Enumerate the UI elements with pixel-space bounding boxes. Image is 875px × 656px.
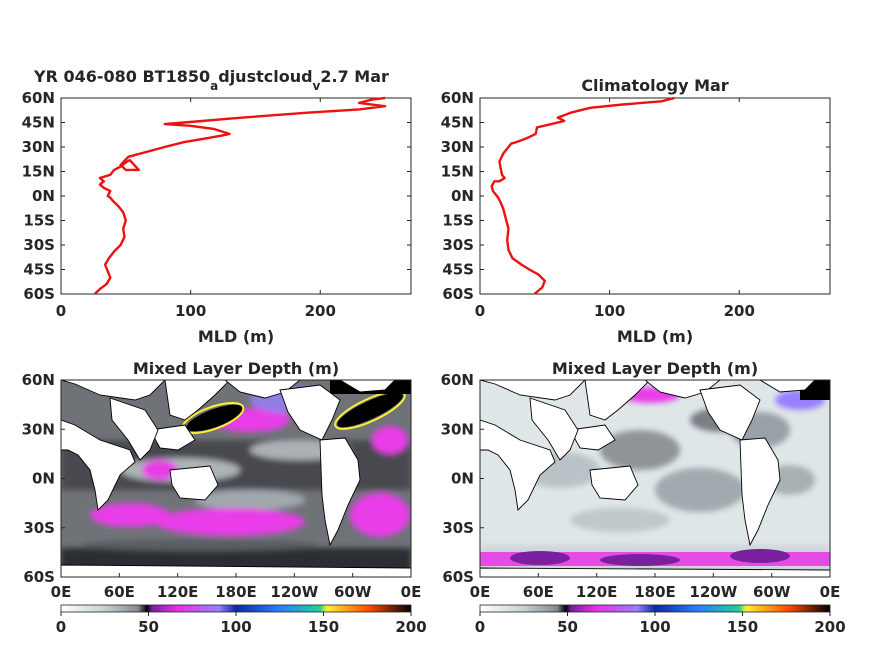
panel-3-y-tick-label: 60S (23, 568, 55, 586)
panel-2-x-tick-label: 200 (724, 302, 755, 320)
panel-1-title: YR 046-080 BT1850adjustcloudv2.7 Mar (33, 67, 389, 93)
panel-4-colorbar-ticks: 0 50 100 150 200 (475, 612, 846, 636)
panel-3-map: Mixed Layer Depth (m) (22, 359, 427, 636)
panel-4-title: Mixed Layer Depth (m) (552, 359, 758, 378)
panel-3-x-tick-label: 180E (215, 583, 257, 601)
panel-2-y-tick-label: 45N (441, 114, 474, 132)
panel-1-plot-area (60, 97, 412, 295)
panel-3-y-tick-label: 0N (32, 470, 55, 488)
panel-4-colorbar (479, 604, 831, 613)
panel-3-x-tick-label: 0E (51, 583, 72, 601)
panel-4-colorbar-tick-label: 150 (727, 618, 758, 636)
panel-4-y-tick-label: 0N (451, 470, 474, 488)
panel-2-y-tick-label: 15N (441, 163, 474, 181)
panel-1-y-tick-label: 60S (23, 285, 55, 303)
panel-2-line-chart: Climatology Mar 60N45N30N15N0N15S30S45S6… (441, 76, 831, 346)
panel-3-y-ticks: 60N 30N 0N 30S 60S (22, 371, 65, 586)
panel-3-y-tick-label: 30N (22, 420, 55, 438)
panel-3-x-ticks: 0E 60E 120E 180E 120W 60W 0E (51, 573, 422, 601)
panel-2-x-label: MLD (m) (617, 327, 693, 346)
panel-4-y-tick-label: 60N (441, 371, 474, 389)
panel-3-title: Mixed Layer Depth (m) (133, 359, 339, 378)
panel-3-y-tick-label: 30S (23, 519, 55, 537)
panel-1-y-tick-label: 45N (22, 114, 55, 132)
panel-4-land (480, 380, 830, 577)
panel-2-y-tick-label: 60N (441, 89, 474, 107)
panel-2-y-ticks: 60N 45N 30N 15N 0N 15S 30S 45S 60S (441, 89, 830, 303)
panel-4-x-tick-label: 120E (576, 583, 618, 601)
panel-4-x-ticks: 0E 60E 120E 180E 120W 60W 0E (470, 573, 841, 601)
panel-3-x-tick-label: 60E (104, 583, 135, 601)
panel-4-y-tick-label: 60S (442, 568, 474, 586)
panel-1-x-ticks: 0 100 200 (56, 98, 336, 320)
panel-4-colorbar-tick-label: 0 (475, 618, 485, 636)
panel-2-y-tick-label: 30N (441, 138, 474, 156)
panel-2-x-tick-label: 0 (475, 302, 485, 320)
panel-4-x-tick-label: 0E (470, 583, 491, 601)
panel-4-southern-band (480, 549, 830, 566)
panel-1-y-tick-label: 0N (32, 187, 55, 205)
panel-3-colorbar-tick-label: 200 (395, 618, 426, 636)
panel-3-colorbar-ticks: 0 50 100 150 200 (56, 612, 427, 636)
panel-1-mld-curve (93, 96, 387, 295)
panel-4-x-tick-label: 60E (523, 583, 554, 601)
panel-3-y-tick-label: 60N (22, 371, 55, 389)
panel-1-x-label: MLD (m) (198, 327, 274, 346)
panel-2-mld-curve (490, 96, 675, 295)
panel-4-colorbar-tick-label: 50 (557, 618, 578, 636)
panel-4-x-tick-label: 0E (820, 583, 841, 601)
panel-3-colorbar-tick-label: 0 (56, 618, 66, 636)
panel-3-x-tick-label: 0E (401, 583, 422, 601)
panel-2-x-ticks: 0 100 200 (475, 98, 755, 320)
panel-3-colorbar (60, 604, 412, 613)
panel-4-map: Mixed Layer Depth (m) (441, 359, 846, 636)
panel-2-y-tick-label: 60S (442, 285, 474, 303)
panel-3-x-tick-label: 120E (157, 583, 199, 601)
panel-3-land (61, 380, 411, 577)
panel-1-y-tick-label: 45S (23, 261, 55, 279)
panel-1-y-tick-label: 15S (23, 212, 55, 230)
panel-4-colorbar-tick-label: 100 (639, 618, 670, 636)
panel-1-y-ticks: 60N 45N 30N 15N 0N 15S 30S 45S 60S (22, 89, 411, 303)
panel-2-y-tick-label: 0N (451, 187, 474, 205)
panel-1-y-tick-label: 30S (23, 236, 55, 254)
panel-2-y-tick-label: 30S (442, 236, 474, 254)
panel-3-x-tick-label: 120W (270, 583, 318, 601)
panel-4-y-tick-label: 30N (441, 420, 474, 438)
panel-3-colorbar-tick-label: 150 (308, 618, 339, 636)
panel-4-x-tick-label: 60W (753, 583, 791, 601)
panel-4-field (480, 380, 830, 577)
panel-1-x-tick-label: 200 (305, 302, 336, 320)
panel-3-field (61, 380, 411, 577)
panel-2-title: Climatology Mar (581, 76, 728, 95)
panel-1-y-tick-label: 15N (22, 163, 55, 181)
panel-3-colorbar-tick-label: 100 (220, 618, 251, 636)
panel-4-x-tick-label: 120W (689, 583, 737, 601)
panel-4-x-tick-label: 180E (634, 583, 676, 601)
panel-4-y-tick-label: 30S (442, 519, 474, 537)
panel-2-x-tick-label: 100 (594, 302, 625, 320)
panel-1-y-tick-label: 30N (22, 138, 55, 156)
panel-4-y-ticks: 60N 30N 0N 30S 60S (441, 371, 484, 586)
panel-2-y-tick-label: 15S (442, 212, 474, 230)
panel-2-plot-area (479, 97, 831, 295)
panel-4-colorbar-tick-label: 200 (814, 618, 845, 636)
panel-1-x-tick-label: 0 (56, 302, 66, 320)
panel-2-y-tick-label: 45S (442, 261, 474, 279)
panel-1-y-tick-label: 60N (22, 89, 55, 107)
panel-1-x-tick-label: 100 (175, 302, 206, 320)
panel-3-x-tick-label: 60W (334, 583, 372, 601)
panel-3-colorbar-tick-label: 50 (138, 618, 159, 636)
panel-1-line-chart: YR 046-080 BT1850adjustcloudv2.7 Mar 60N… (22, 67, 412, 346)
